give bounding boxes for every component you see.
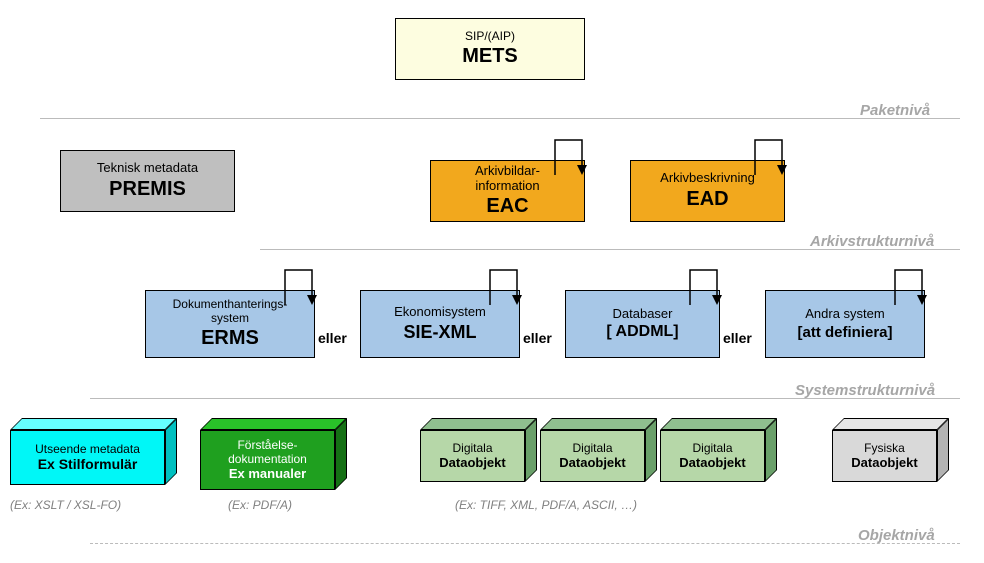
level-label: Objektnivå [858, 527, 935, 544]
node-subtitle: Utseende metadata [35, 443, 140, 456]
node-subtitle: Teknisk metadata [97, 161, 198, 176]
node-subtitle: Databaser [613, 307, 673, 322]
node3d-dig1: DigitalaDataobjekt [420, 430, 525, 482]
self-loop-icon [890, 265, 930, 310]
node-title: Ex manualer [229, 466, 306, 481]
node-title: METS [462, 45, 518, 68]
node-mets: SIP/(AIP)METS [395, 18, 585, 80]
node-title: Dataobjekt [679, 455, 745, 470]
node-title: Dataobjekt [851, 455, 917, 470]
node-subtitle: Förståelse-dokumentation [228, 439, 307, 465]
node-title: ERMS [201, 327, 259, 350]
node-title: Ex Stilformulär [38, 456, 138, 472]
level-label: Arkivstrukturnivå [810, 233, 934, 250]
level-label: Paketnivå [860, 102, 930, 119]
node-subtitle: Arkivbeskrivning [660, 171, 755, 186]
node3d-fys: FysiskaDataobjekt [832, 430, 937, 482]
node-title: EAD [686, 188, 728, 211]
node-title: Dataobjekt [559, 455, 625, 470]
self-loop-icon [750, 135, 790, 180]
self-loop-icon [685, 265, 725, 310]
node-subtitle: Ekonomisystem [394, 305, 486, 320]
node-subtitle: Fysiska [864, 442, 905, 455]
connector-label: eller [723, 330, 752, 346]
connector-label: eller [318, 330, 347, 346]
node-subtitle: Dokumenthanterings-system [173, 298, 288, 326]
node3d-manual: Förståelse-dokumentationEx manualer [200, 430, 335, 490]
caption: (Ex: PDF/A) [228, 498, 292, 512]
node-subtitle: Arkivbildar-information [475, 164, 540, 194]
level-label: Systemstrukturnivå [795, 382, 935, 399]
connector-label: eller [523, 330, 552, 346]
node3d-stil: Utseende metadataEx Stilformulär [10, 430, 165, 485]
node-subtitle: Digitala [452, 442, 492, 455]
level-line [40, 118, 960, 119]
node3d-dig2: DigitalaDataobjekt [540, 430, 645, 482]
node-title: [att definiera] [797, 324, 892, 341]
node-title: PREMIS [109, 178, 186, 201]
level-line [90, 543, 960, 544]
self-loop-icon [280, 265, 320, 310]
node3d-dig3: DigitalaDataobjekt [660, 430, 765, 482]
caption: (Ex: TIFF, XML, PDF/A, ASCII, …) [455, 498, 637, 512]
node-title: EAC [486, 195, 528, 218]
node-subtitle: Digitala [572, 442, 612, 455]
node-subtitle: Digitala [692, 442, 732, 455]
node-premis: Teknisk metadata PREMIS [60, 150, 235, 212]
node-subtitle: Andra system [805, 307, 884, 322]
caption: (Ex: XSLT / XSL-FO) [10, 498, 121, 512]
node-title: Dataobjekt [439, 455, 505, 470]
node-title: SIE-XML [403, 322, 476, 343]
node-title: [ ADDML] [606, 323, 678, 341]
self-loop-icon [550, 135, 590, 180]
self-loop-icon [485, 265, 525, 310]
node-subtitle: SIP/(AIP) [465, 30, 515, 44]
